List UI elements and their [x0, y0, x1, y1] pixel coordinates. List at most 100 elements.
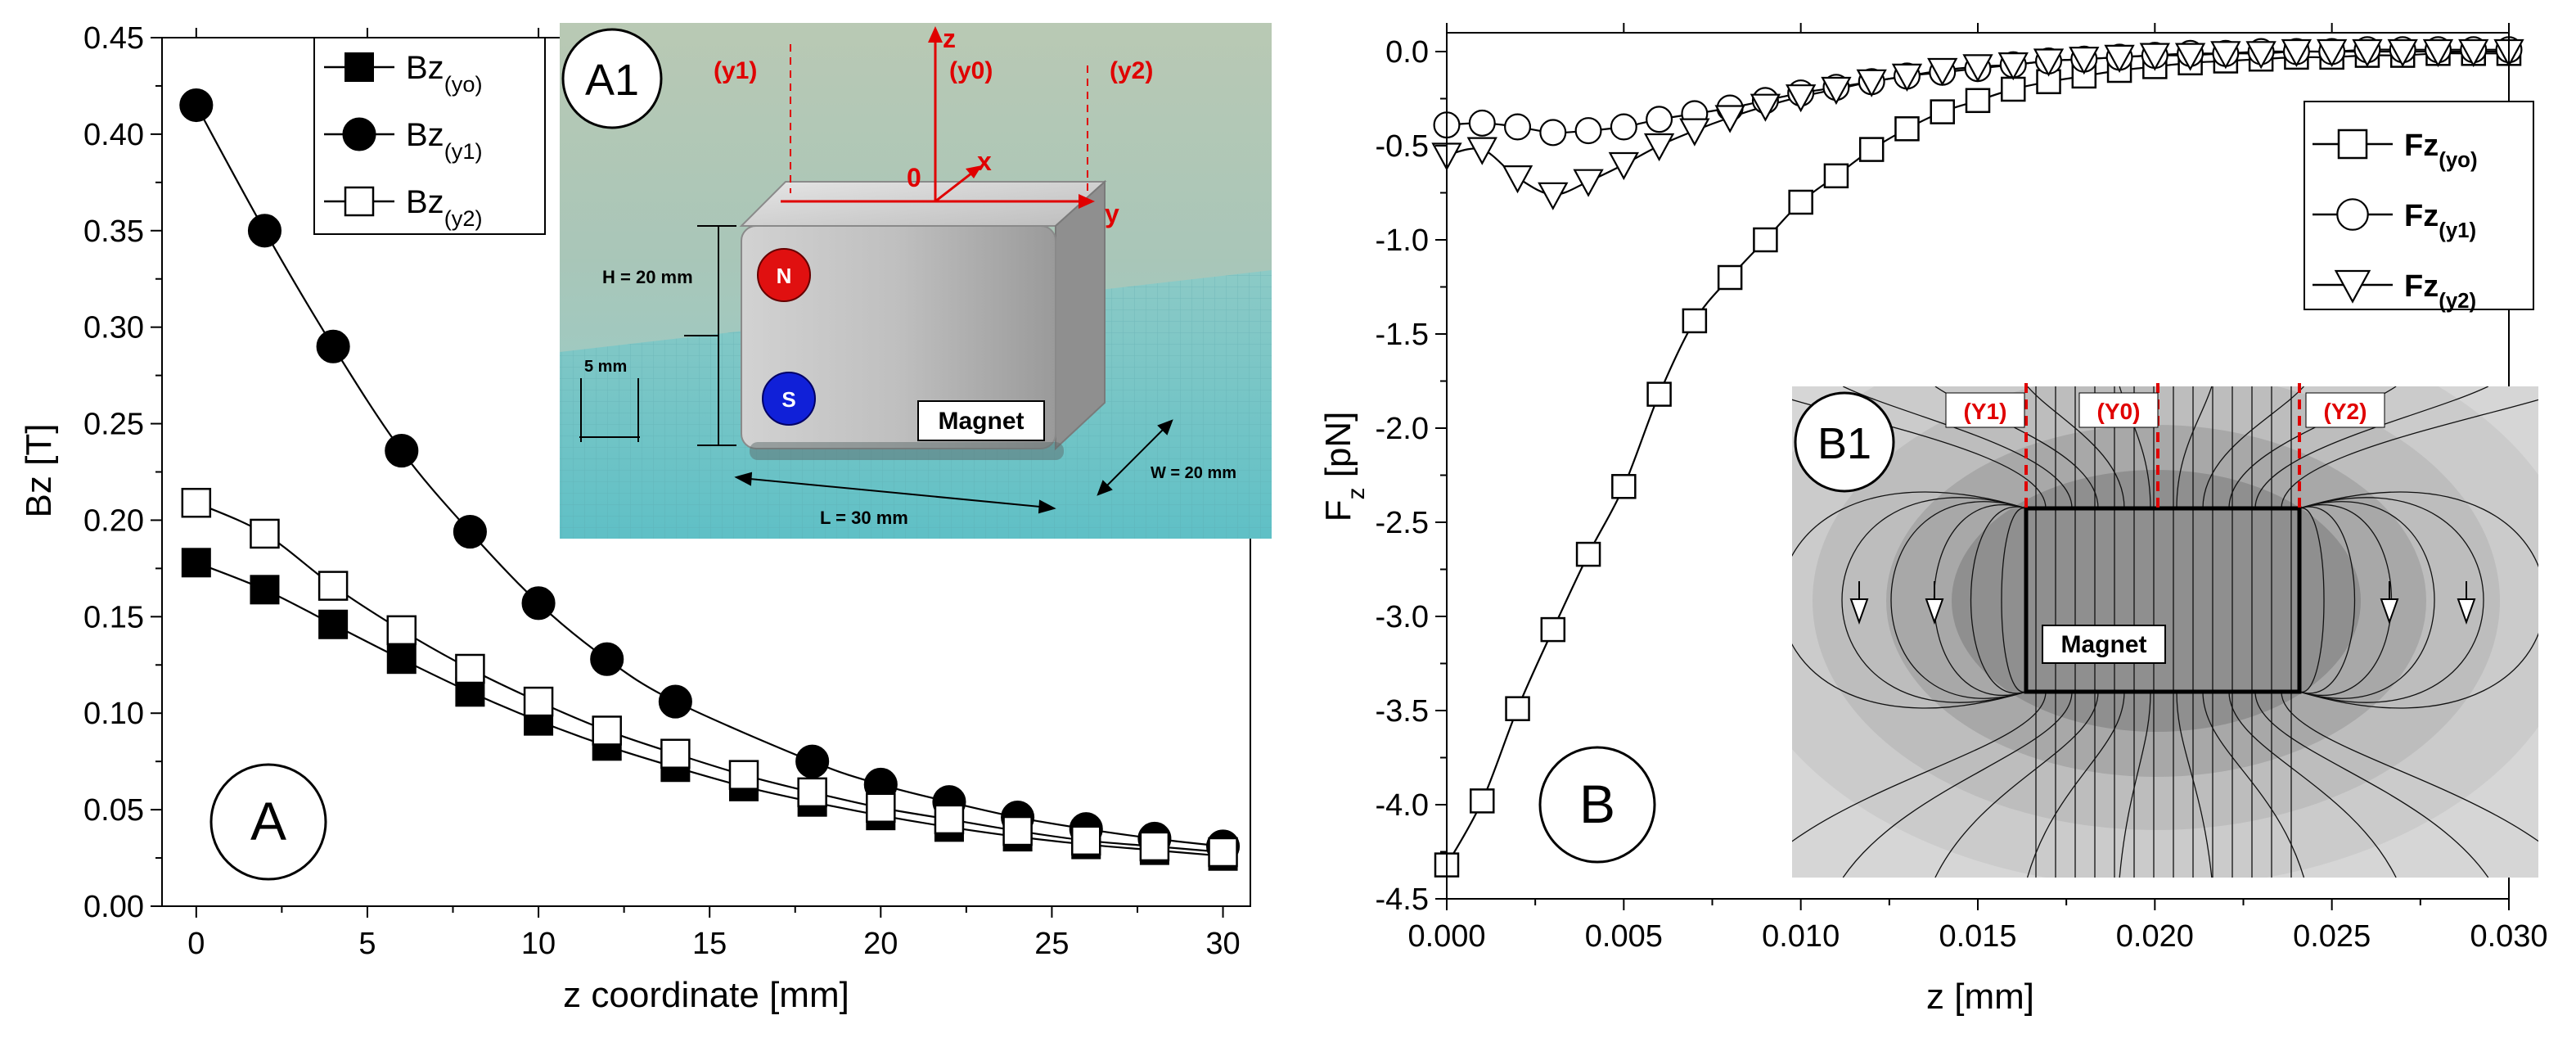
b-data-point [1608, 151, 1639, 181]
a-data-point [250, 575, 280, 605]
legend-base: Bz [406, 50, 444, 86]
a-data-point [1070, 825, 1101, 856]
b-data-point [2387, 38, 2418, 68]
b-x-tick-label: 0.005 [1585, 919, 1663, 954]
b-data-point [2422, 38, 2454, 68]
b-data-point [1891, 63, 1923, 92]
b-x-tick-label: 0.010 [1762, 919, 1840, 954]
b-x-tick-label: 0.015 [1939, 919, 2016, 954]
b-y-tick-label: -3.5 [1376, 694, 1429, 729]
b-x-tick-label: 0.020 [2116, 919, 2194, 954]
b-y-tick-label: -2.0 [1376, 412, 1429, 446]
south-pole-label: S [781, 387, 795, 412]
b1-y0-label-box [2078, 392, 2159, 428]
b-data-point [1643, 133, 1675, 162]
b-data-point [1750, 93, 1781, 122]
a-x-tick-label: 25 [1034, 927, 1069, 961]
b1-field-line [2299, 501, 2435, 699]
a-data-point [386, 615, 417, 646]
width-label: W = 20 mm [1151, 464, 1236, 482]
b-x-tick-label: 0.000 [1407, 919, 1485, 954]
b-y-tick-label: -1.0 [1376, 223, 1429, 258]
a-data-point [866, 792, 896, 824]
b1-field-line [2202, 691, 2305, 878]
legend-subscript: (y1) [444, 138, 483, 164]
a-data-point [728, 760, 759, 790]
a-legend-marker [344, 186, 375, 217]
a-data-point [181, 548, 211, 578]
panel-b-y-label: Fz [pN] [1318, 412, 1370, 522]
a1-z-arrowhead [928, 26, 943, 43]
a1-y1-label: (y1) [714, 57, 757, 84]
b1-field-line [2254, 386, 2489, 509]
b1-field-line [1842, 386, 2073, 509]
b-data-point [2069, 47, 2100, 75]
a-data-point [795, 744, 830, 778]
a1-origin-label: 0 [907, 163, 921, 192]
b-legend-marker [2334, 269, 2371, 304]
b-y-tick-label: 0.0 [1385, 35, 1429, 70]
b1-field-line [2176, 691, 2213, 878]
b-data-point [1540, 616, 1566, 643]
b-data-point [2001, 76, 2026, 102]
b1-field-line [2176, 386, 2213, 509]
legend-base: Bz [406, 184, 444, 220]
a1-y-axis-label: y [1105, 199, 1119, 228]
length-arrow-left [734, 472, 753, 486]
height-label: H = 20 mm [602, 267, 693, 287]
south-pole-marker [762, 372, 816, 426]
a-legend-marker [342, 117, 376, 151]
b-data-point [2174, 43, 2206, 71]
a-data-point [521, 586, 556, 621]
inset-a1-label-circle [561, 28, 663, 129]
a-x-tick-label: 30 [1205, 927, 1240, 961]
a1-z-axis-label: z [943, 24, 956, 53]
b-data-point [1894, 116, 1920, 142]
b1-field-line [2027, 386, 2125, 509]
b1-field-line [2119, 691, 2151, 878]
a-y-tick-label: 0.05 [83, 793, 144, 828]
b-data-point [1505, 696, 1530, 721]
b-data-point [1965, 88, 1991, 114]
b-data-point [1856, 69, 1887, 97]
a-x-tick-label: 0 [187, 927, 205, 961]
b-data-point [1717, 264, 1743, 291]
width-dimension-line [1102, 425, 1168, 490]
b-data-point [1538, 182, 1569, 210]
width-arrow-high [1157, 419, 1173, 435]
b-data-point [1823, 163, 1849, 189]
b1-arrow-3 [2380, 581, 2399, 625]
b-data-point [2245, 41, 2277, 70]
b1-field-line [2299, 508, 2325, 693]
panel-a-y-label: Bz [T] [19, 424, 59, 518]
a-data-point [797, 777, 827, 808]
b1-field-line [2202, 386, 2304, 509]
b1-arrow-2 [1925, 581, 1944, 625]
length-label: L = 30 mm [820, 508, 908, 528]
magnet-top-face [739, 181, 1107, 227]
a-y-tick-label: 0.00 [83, 890, 144, 924]
a-y-tick-label: 0.35 [83, 214, 144, 249]
legend-base: Fz [2404, 269, 2439, 304]
length-dimension-line [741, 477, 1050, 508]
b1-y1-label: (Y1) [1964, 399, 2007, 424]
legend-base: Bz [406, 117, 444, 153]
panel-b-label-circle [1538, 746, 1656, 864]
b-data-point [1930, 99, 1955, 124]
inset-b1-field-map: Magnet (Y1) (Y0) (Y2) B1 [1792, 383, 2538, 878]
a-legend-label: Bz(y1) [406, 117, 483, 164]
b-data-point [1753, 227, 1778, 253]
a1-y0-label: (y0) [949, 57, 993, 84]
a1-dimensions [579, 225, 1173, 514]
a1-x-axis-label: x [977, 147, 992, 176]
b-data-point [1466, 137, 1497, 165]
a-y-tick-label: 0.25 [83, 408, 144, 442]
inset-a1-label: A1 [585, 56, 639, 105]
a-data-point [181, 487, 212, 518]
panel-b-y-label-unit: [pN] [1318, 412, 1358, 488]
b1-field-line [2281, 691, 2538, 842]
b1-field-line [1842, 691, 2073, 878]
b-y-tick-label: -4.5 [1376, 882, 1429, 917]
b-data-point [1786, 84, 1817, 113]
a-data-point [316, 329, 350, 363]
